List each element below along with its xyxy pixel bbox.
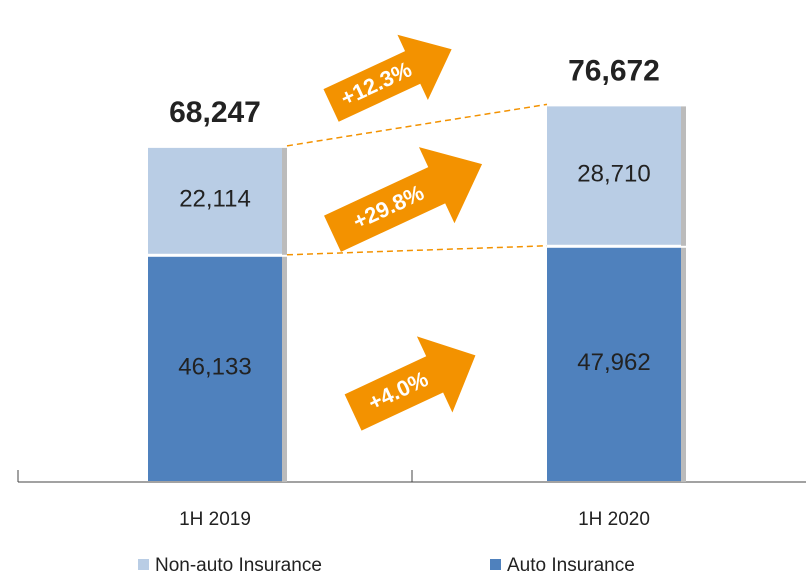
arrow-shape xyxy=(323,34,452,122)
total-label: 68,247 xyxy=(169,96,261,129)
bar-shadow xyxy=(681,106,686,246)
bar-shadow xyxy=(282,147,287,255)
x-tick-label: 1H 2020 xyxy=(578,509,650,530)
legend-label: Auto Insurance xyxy=(507,555,635,576)
value-label: 22,114 xyxy=(179,186,251,213)
legend-swatch xyxy=(490,559,501,570)
value-label: 28,710 xyxy=(577,160,650,187)
arrow-shape xyxy=(344,336,476,431)
bar-segment xyxy=(148,147,282,254)
growth-arrow: +12.3% xyxy=(323,34,452,122)
bar-shadow xyxy=(681,247,686,482)
bar-shadow xyxy=(282,256,287,482)
total-label: 76,672 xyxy=(568,54,660,87)
connector xyxy=(286,103,548,147)
bar-segment xyxy=(547,106,681,245)
bars: 46,133 22,114 68,247 1H 2019 47,962 28,710 76,… xyxy=(17,54,806,576)
x-tick-label: 1H 2019 xyxy=(179,509,251,530)
bar-segment xyxy=(547,247,681,481)
growth-arrow: +4.0% xyxy=(344,336,476,431)
arrow-shape xyxy=(324,147,483,252)
value-label: 46,133 xyxy=(178,354,251,381)
connector xyxy=(286,245,548,256)
value-label: 47,962 xyxy=(577,349,650,376)
legend-label: Non-auto Insurance xyxy=(155,555,322,576)
legend-swatch xyxy=(138,559,149,570)
bar-segment xyxy=(148,256,282,481)
